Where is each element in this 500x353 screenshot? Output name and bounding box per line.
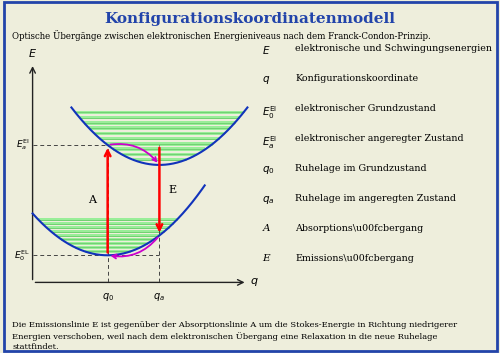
Text: $E_0^\mathrm{El}$: $E_0^\mathrm{El}$ xyxy=(262,104,278,121)
Text: $q_0$: $q_0$ xyxy=(102,292,114,304)
Text: $q$: $q$ xyxy=(250,276,258,288)
Text: Optische Übergänge zwischen elektronischen Energieniveaus nach dem Franck-Condon: Optische Übergänge zwischen elektronisch… xyxy=(12,30,431,41)
Text: A: A xyxy=(262,224,270,233)
FancyArrowPatch shape xyxy=(112,238,158,258)
Text: $q$: $q$ xyxy=(262,74,270,86)
Text: elektronischer angeregter Zustand: elektronischer angeregter Zustand xyxy=(295,134,464,143)
Text: $q_0$: $q_0$ xyxy=(262,164,275,176)
Text: elektronische und Schwingungsenergien: elektronische und Schwingungsenergien xyxy=(295,44,492,53)
Text: elektronischer Grundzustand: elektronischer Grundzustand xyxy=(295,104,436,113)
Text: Emissions\u00fcbergang: Emissions\u00fcbergang xyxy=(295,254,414,263)
Text: Ruhelage im angeregten Zustand: Ruhelage im angeregten Zustand xyxy=(295,194,456,203)
Text: $q_a$: $q_a$ xyxy=(262,194,275,206)
Text: $E_0^\mathrm{EL}$: $E_0^\mathrm{EL}$ xyxy=(14,248,30,263)
Text: E: E xyxy=(168,185,176,195)
Text: $q_a$: $q_a$ xyxy=(154,292,166,304)
Text: $E_a^\mathrm{El}$: $E_a^\mathrm{El}$ xyxy=(16,138,30,152)
Text: A: A xyxy=(88,195,96,205)
FancyArrowPatch shape xyxy=(110,144,156,161)
Text: Konfigurationskoordinate: Konfigurationskoordinate xyxy=(295,74,418,83)
Text: Absorptions\u00fcbergang: Absorptions\u00fcbergang xyxy=(295,224,423,233)
Text: E: E xyxy=(262,254,270,263)
Text: Ruhelage im Grundzustand: Ruhelage im Grundzustand xyxy=(295,164,426,173)
Text: Konfigurationskoordinatenmodell: Konfigurationskoordinatenmodell xyxy=(104,12,396,26)
Text: $E$: $E$ xyxy=(28,47,37,59)
Text: Die Emissionslinie E ist gegenüber der Absorptionslinie A um die Stokes-Energie : Die Emissionslinie E ist gegenüber der A… xyxy=(12,321,458,351)
Text: $E_a^\mathrm{El}$: $E_a^\mathrm{El}$ xyxy=(262,134,278,151)
Text: $E$: $E$ xyxy=(262,44,271,56)
